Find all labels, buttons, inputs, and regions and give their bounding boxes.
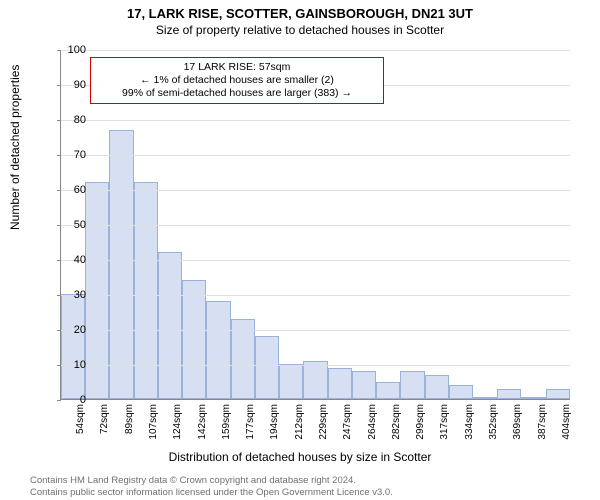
gridline-h	[61, 120, 570, 121]
ytick-label: 70	[56, 149, 86, 161]
annotation-line-2: ← 1% of detached houses are smaller (2)	[97, 74, 377, 87]
xtick-label: 177sqm	[245, 404, 256, 454]
xtick-label: 194sqm	[269, 404, 280, 454]
xtick-label: 317sqm	[439, 404, 450, 454]
gridline-h	[61, 225, 570, 226]
xtick-label: 334sqm	[464, 404, 475, 454]
xtick-label: 159sqm	[221, 404, 232, 454]
xtick-label: 282sqm	[391, 404, 402, 454]
bar	[134, 182, 158, 399]
bar	[425, 375, 449, 400]
chart-title-main: 17, LARK RISE, SCOTTER, GAINSBOROUGH, DN…	[0, 0, 600, 21]
gridline-h	[61, 260, 570, 261]
xtick-label: 142sqm	[197, 404, 208, 454]
bar	[279, 364, 303, 399]
bar	[400, 371, 424, 399]
ytick-label: 50	[56, 219, 86, 231]
xtick-label: 124sqm	[172, 404, 183, 454]
chart-title-sub: Size of property relative to detached ho…	[0, 23, 600, 37]
bar	[497, 389, 521, 400]
y-axis-label: Number of detached properties	[8, 65, 22, 230]
ytick-label: 40	[56, 254, 86, 266]
bar	[328, 368, 352, 400]
ytick-label: 100	[56, 44, 86, 56]
ytick-label: 80	[56, 114, 86, 126]
bar	[158, 252, 182, 399]
bar	[546, 389, 570, 400]
bar	[376, 382, 400, 400]
bar	[521, 397, 545, 399]
bar	[449, 385, 473, 399]
annotation-box: 17 LARK RISE: 57sqm ← 1% of detached hou…	[90, 57, 384, 104]
xtick-label: 264sqm	[367, 404, 378, 454]
bar	[255, 336, 279, 399]
gridline-h	[61, 155, 570, 156]
ytick-label: 20	[56, 324, 86, 336]
gridline-h	[61, 330, 570, 331]
bar	[206, 301, 230, 399]
gridline-h	[61, 295, 570, 296]
footer-line-2: Contains public sector information licen…	[30, 487, 393, 498]
bar	[303, 361, 327, 400]
bar	[109, 130, 133, 400]
bar	[85, 182, 109, 399]
bar	[352, 371, 376, 399]
gridline-h	[61, 50, 570, 51]
xtick-label: 89sqm	[124, 404, 135, 454]
bar	[182, 280, 206, 399]
xtick-label: 107sqm	[148, 404, 159, 454]
xtick-label: 404sqm	[561, 404, 572, 454]
xtick-label: 387sqm	[537, 404, 548, 454]
xtick-label: 299sqm	[415, 404, 426, 454]
chart-area	[60, 50, 570, 420]
xtick-label: 229sqm	[318, 404, 329, 454]
bar	[61, 294, 85, 399]
footer-attribution: Contains HM Land Registry data © Crown c…	[30, 475, 393, 498]
ytick-label: 10	[56, 359, 86, 371]
gridline-h	[61, 190, 570, 191]
annotation-line-3: 99% of semi-detached houses are larger (…	[97, 87, 377, 100]
xtick-label: 54sqm	[75, 404, 86, 454]
ytick-label: 30	[56, 289, 86, 301]
ytick-label: 60	[56, 184, 86, 196]
footer-line-1: Contains HM Land Registry data © Crown c…	[30, 475, 393, 486]
ytick-label: 90	[56, 79, 86, 91]
xtick-label: 212sqm	[294, 404, 305, 454]
gridline-h	[61, 365, 570, 366]
xtick-label: 72sqm	[99, 404, 110, 454]
xtick-label: 352sqm	[488, 404, 499, 454]
annotation-line-1: 17 LARK RISE: 57sqm	[97, 61, 377, 74]
xtick-label: 369sqm	[512, 404, 523, 454]
bar	[473, 397, 497, 399]
xtick-label: 247sqm	[342, 404, 353, 454]
